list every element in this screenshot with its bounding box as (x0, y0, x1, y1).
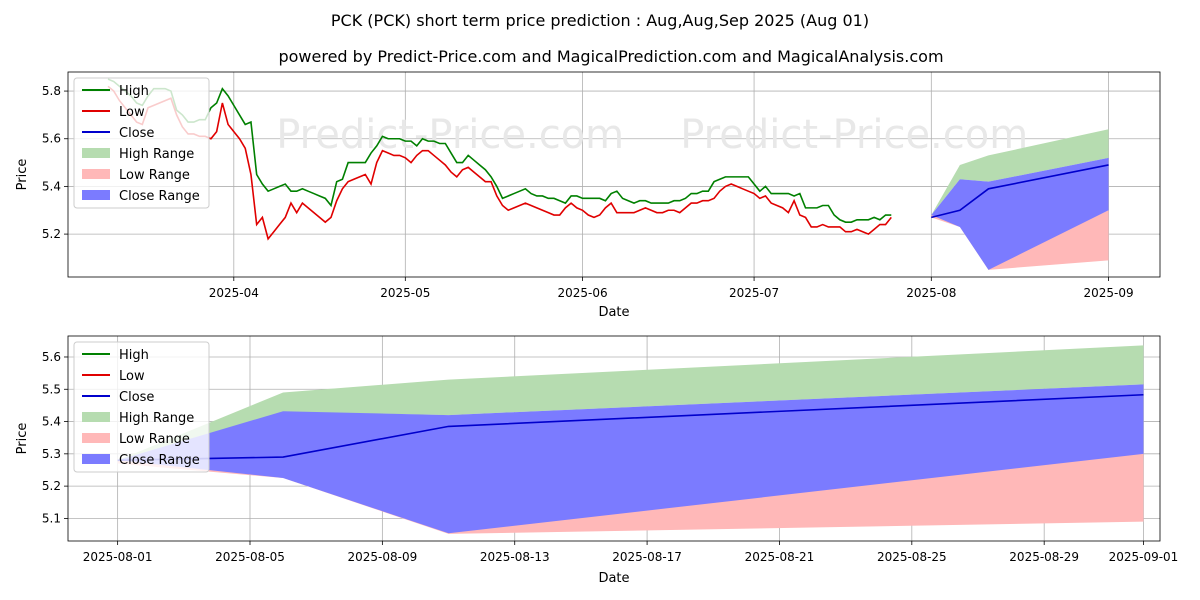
x-tick-label: 2025-07 (729, 286, 779, 300)
y-tick-label: 5.5 (42, 382, 61, 396)
x-tick-label: 2025-05 (380, 286, 430, 300)
close-range-band (931, 157, 1109, 270)
close-range-band (117, 384, 1144, 534)
legend-label: Close Range (119, 453, 200, 468)
high-range-band (931, 129, 1109, 216)
x-tick-label: 2025-08-01 (83, 550, 153, 564)
legend-label: Close Range (119, 189, 200, 204)
close-series-line (931, 164, 1109, 219)
watermark-text: Predict-Price.com (680, 112, 1028, 158)
x-tick-label: 2025-08-17 (612, 550, 682, 564)
x-tick-label: 2025-08-25 (877, 550, 947, 564)
x-tick-label: 2025-08-13 (480, 550, 550, 564)
x-tick-label: 2025-08-05 (215, 550, 285, 564)
legend-label: High (119, 348, 149, 363)
legend-swatch-patch (82, 169, 110, 179)
y-axis-label: Price (15, 423, 30, 455)
y-tick-label: 5.6 (42, 350, 61, 364)
legend-label: Low (119, 369, 145, 384)
x-tick-label: 2025-08-09 (347, 550, 417, 564)
legend-swatch-patch (82, 433, 110, 443)
y-tick-label: 5.8 (42, 84, 61, 98)
y-axis-label: Price (15, 159, 30, 191)
legend-swatch-patch (82, 454, 110, 464)
legend-label: Close (119, 126, 154, 141)
legend-swatch-patch (82, 190, 110, 200)
high-series-line (107, 78, 892, 223)
legend-label: High Range (119, 147, 194, 162)
legend-label: Close (119, 390, 154, 405)
x-tick-label: 2025-08-29 (1009, 550, 1079, 564)
top-chart-panel: Predict-Price.com Predict-Price.com5.25.4… (15, 71, 1161, 320)
y-tick-label: 5.4 (42, 415, 61, 429)
plot-frame (67, 335, 1161, 542)
y-tick-label: 5.2 (42, 227, 61, 241)
legend-label: High (119, 84, 149, 99)
legend-label: Low Range (119, 432, 190, 447)
legend-label: High Range (119, 411, 194, 426)
x-tick-label: 2025-09-01 (1109, 550, 1179, 564)
y-tick-label: 5.2 (42, 479, 61, 493)
y-tick-label: 5.1 (42, 511, 61, 525)
x-tick-label: 2025-06 (557, 286, 607, 300)
legend-swatch-patch (82, 148, 110, 158)
low-series-line (107, 85, 892, 241)
legend-label: Low (119, 105, 145, 120)
plot-frame (67, 71, 1161, 278)
y-tick-label: 5.3 (42, 447, 61, 461)
high-range-band (117, 345, 1144, 461)
legend-swatch-patch (82, 412, 110, 422)
y-tick-label: 5.6 (42, 132, 61, 146)
bottom-chart-panel: Predict-Price.comPredict-Price.com5.15.2… (15, 335, 1179, 586)
x-axis-label: Date (598, 305, 629, 320)
x-tick-label: 2025-04 (209, 286, 259, 300)
chart-title: PCK (PCK) short term price prediction : … (331, 11, 869, 30)
low-range-band (931, 210, 1109, 270)
chart-subtitle: powered by Predict-Price.com and Magical… (278, 47, 943, 66)
low-range-band (117, 452, 1144, 534)
legend-label: Low Range (119, 168, 190, 183)
x-axis-label: Date (598, 571, 629, 586)
x-tick-label: 2025-09 (1083, 286, 1133, 300)
y-tick-label: 5.4 (42, 179, 61, 193)
x-tick-label: 2025-08-21 (745, 550, 815, 564)
x-tick-label: 2025-08 (906, 286, 956, 300)
